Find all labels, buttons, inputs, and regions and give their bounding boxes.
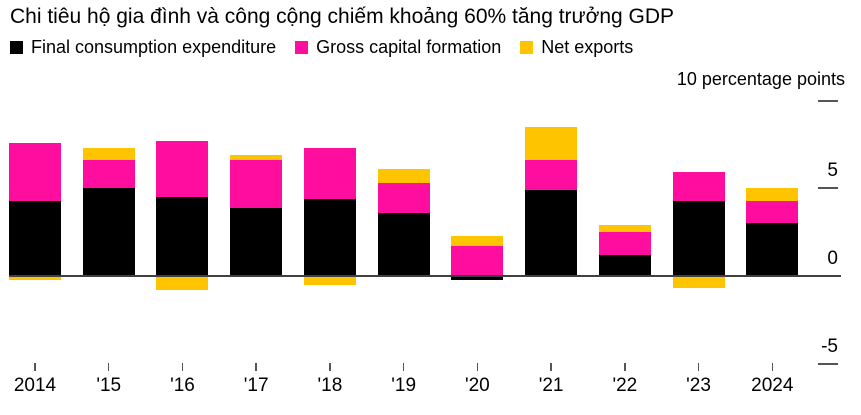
bar-segment-final-consumption-expenditure-20: [451, 276, 504, 280]
x-tick-mark: [255, 363, 257, 371]
bar-segment-gross-capital-formation-23: [672, 172, 725, 201]
x-tick-label: 2024: [751, 375, 794, 396]
bar-segment-gross-capital-formation-21: [525, 160, 578, 190]
bar-segment-final-consumption-expenditure-15: [82, 188, 135, 276]
bar-segment-net-exports-16: [156, 276, 209, 291]
bar-segment-final-consumption-expenditure-2014: [9, 200, 61, 276]
legend-item-final-consumption: Final consumption expenditure: [10, 37, 276, 57]
x-tick-mark: [34, 363, 36, 371]
bar-segment-gross-capital-formation-15: [82, 160, 135, 189]
y-axis-unit-label: 10 percentage points: [676, 69, 845, 89]
bar-segment-gross-capital-formation-2024: [746, 200, 799, 224]
bar-segment-net-exports-19: [377, 168, 430, 183]
x-tick-mark: [181, 363, 184, 371]
legend-label: Gross capital formation: [316, 37, 502, 57]
x-tick-mark: [476, 363, 479, 371]
x-axis-baseline: [9, 275, 841, 277]
bar-segment-final-consumption-expenditure-18: [303, 198, 356, 276]
legend-swatch-black: [10, 40, 23, 54]
bar-segment-gross-capital-formation-2014: [9, 142, 61, 201]
x-tick-mark: [329, 363, 331, 371]
bar-segment-net-exports-18: [303, 276, 356, 285]
bar-segment-net-exports-2014: [9, 276, 61, 280]
x-tick-mark: [771, 363, 774, 371]
x-tick-label: '20: [464, 375, 490, 396]
x-tick-label: '18: [317, 375, 343, 396]
bar-segment-final-consumption-expenditure-23: [672, 200, 725, 276]
chart-title: Chi tiêu hộ gia đình và công cộng chiếm …: [10, 5, 675, 28]
bar-segment-net-exports-20: [451, 235, 504, 247]
bar-segment-net-exports-22: [598, 225, 651, 233]
bar-segment-net-exports-23: [672, 276, 725, 289]
legend-label: Net exports: [541, 37, 634, 57]
bar-segment-final-consumption-expenditure-17: [230, 207, 283, 276]
y-tick-label: 0: [827, 248, 838, 269]
y-tick-dash: [818, 99, 838, 102]
bar-segment-net-exports-21: [525, 126, 578, 161]
bar-segment-gross-capital-formation-18: [303, 147, 356, 199]
x-tick-label: '22: [612, 375, 638, 396]
x-tick-label: 2014: [13, 375, 57, 396]
legend: Final consumption expenditure Gross capi…: [10, 37, 633, 57]
bar-segment-gross-capital-formation-19: [377, 182, 430, 213]
legend-item-net-exports: Net exports: [520, 37, 633, 57]
y-tick-dash: [818, 362, 838, 365]
bar-segment-final-consumption-expenditure-16: [156, 197, 209, 276]
bar-segment-gross-capital-formation-22: [598, 232, 651, 255]
legend-item-gross-capital: Gross capital formation: [295, 37, 501, 57]
y-tick-label: -5: [821, 335, 838, 357]
x-tick-mark: [624, 363, 626, 371]
bar-segment-net-exports-15: [82, 147, 135, 161]
y-tick-dash: [818, 187, 838, 190]
x-tick-label: '16: [170, 375, 195, 396]
bar-segment-final-consumption-expenditure-22: [598, 254, 651, 276]
x-tick-label: '17: [243, 375, 269, 396]
x-tick-label: '21: [538, 375, 564, 396]
x-tick-mark: [697, 363, 700, 371]
bar-segment-final-consumption-expenditure-19: [377, 212, 430, 276]
bar-segment-final-consumption-expenditure-21: [525, 190, 578, 276]
x-tick-mark: [402, 363, 405, 371]
x-tick-mark: [550, 363, 552, 371]
y-tick-label: 5: [827, 160, 838, 182]
bar-segment-net-exports-2024: [746, 188, 799, 201]
x-tick-mark: [107, 363, 110, 371]
legend-label: Final consumption expenditure: [31, 37, 277, 57]
x-tick-label: '23: [686, 375, 711, 396]
bar-segment-gross-capital-formation-20: [451, 246, 504, 276]
bar-segment-gross-capital-formation-17: [230, 160, 283, 208]
bar-segment-net-exports-17: [230, 154, 283, 161]
legend-swatch-pink: [295, 40, 309, 54]
legend-swatch-yellow: [520, 40, 534, 54]
bar-segment-gross-capital-formation-16: [156, 140, 209, 198]
bar-segment-final-consumption-expenditure-2024: [746, 223, 799, 276]
x-tick-label: '19: [391, 375, 417, 396]
x-tick-label: '15: [96, 375, 122, 396]
